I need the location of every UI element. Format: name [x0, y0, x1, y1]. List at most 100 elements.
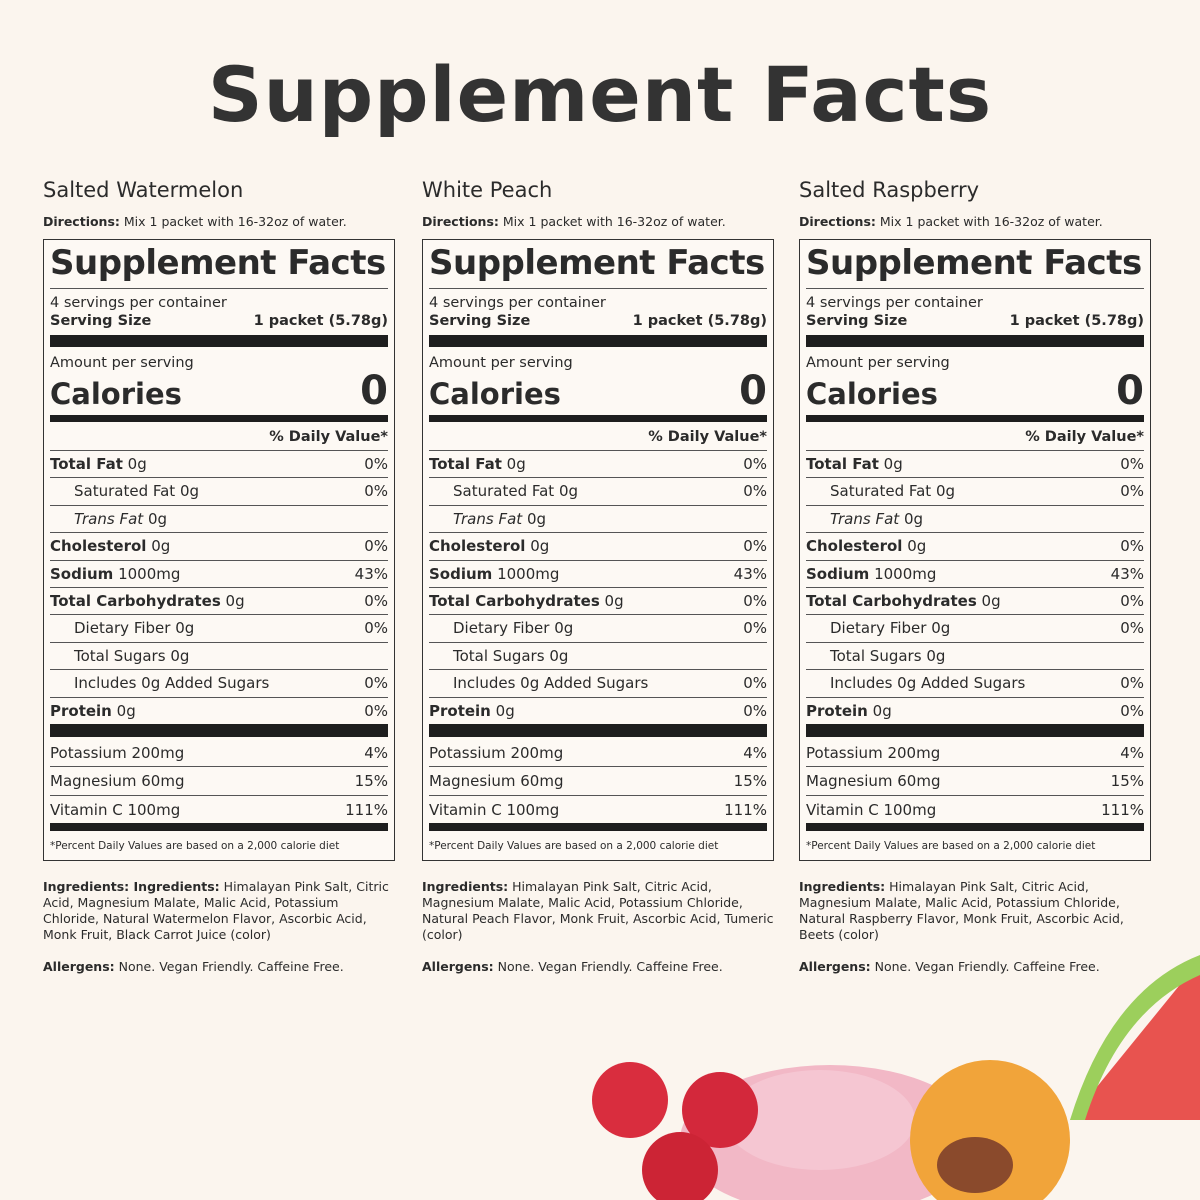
panel: White Peach Directions: Mix 1 packet with…: [422, 175, 774, 974]
allergens-label: Allergens:: [799, 959, 871, 974]
facts-box: Supplement Facts 4 servings per container…: [422, 239, 774, 861]
nutrient: Includes 0g Added Sugars: [50, 670, 269, 696]
allergens: Allergens: None. Vegan Friendly. Caffein…: [799, 959, 1151, 974]
nutrient-amount: 0g: [554, 619, 574, 638]
servings-text: 4 servings per container: [806, 295, 983, 311]
directions: Directions: Mix 1 packet with 16-32oz of…: [43, 205, 395, 239]
nutrient-row: Cholesterol 0g 0%: [806, 533, 1144, 561]
ingredients-label: Ingredients:: [799, 879, 886, 894]
thick-rule: [50, 723, 388, 737]
allergens: Allergens: None. Vegan Friendly. Caffein…: [422, 959, 774, 974]
daily-value: 4%: [1120, 743, 1144, 762]
serving-size-value: 1 packet (5.78g): [253, 313, 388, 329]
nutrient-amount: 0g: [116, 701, 136, 720]
daily-value: 15%: [1110, 772, 1144, 791]
allergens-text: None. Vegan Friendly. Caffeine Free.: [874, 959, 1100, 974]
nutrient-amount: 0g: [506, 455, 526, 473]
allergens-label: Allergens:: [422, 959, 494, 974]
nutrient-row: Dietary Fiber 0g 0%: [429, 615, 767, 643]
directions-label: Directions:: [43, 214, 120, 229]
mineral-row: Magnesium 60mg 15%: [429, 767, 767, 796]
mineral-row: Potassium 200mg 4%: [429, 739, 767, 768]
servings: 4 servings per container: [50, 295, 388, 311]
mineral-row: Vitamin C 100mg 111%: [806, 796, 1144, 824]
calories-label: Calories: [806, 377, 938, 411]
nutrient-amount: 0g: [175, 619, 195, 638]
nutrient-row: Total Carbohydrates 0g 0%: [806, 588, 1144, 616]
nutrient-name: Total Sugars: [74, 646, 166, 665]
daily-value: 0%: [743, 674, 767, 693]
thick-rule: [429, 823, 767, 832]
daily-value: 0%: [743, 591, 767, 610]
nutrient: Dietary Fiber 0g: [806, 615, 950, 641]
nutrient: Saturated Fat 0g: [50, 478, 199, 504]
nutrient: Trans Fat 0g: [806, 506, 923, 532]
nutrient: Total Fat 0g: [50, 451, 147, 477]
raspberry: [592, 1062, 668, 1138]
mineral-name: Potassium 200mg: [806, 743, 941, 762]
facts-title: Supplement Facts: [806, 240, 1144, 289]
nutrient-amount: 0g: [907, 537, 927, 556]
mineral-name: Potassium 200mg: [429, 743, 564, 762]
nutrient: Includes 0g Added Sugars: [429, 670, 648, 696]
daily-value: 0%: [364, 537, 388, 556]
daily-value: 0%: [743, 537, 767, 556]
directions: Directions: Mix 1 packet with 16-32oz of…: [422, 205, 774, 239]
facts-box: Supplement Facts 4 servings per container…: [799, 239, 1151, 861]
directions-label: Directions:: [799, 214, 876, 229]
nutrient-amount: 0g: [604, 591, 624, 610]
daily-value: 0%: [1120, 619, 1144, 638]
nutrient-name: Total Carbohydrates: [50, 591, 221, 610]
daily-value: 0%: [1120, 482, 1144, 501]
panel: Salted Raspberry Directions: Mix 1 packet…: [799, 175, 1151, 974]
nutrient-amount: 0g: [883, 455, 903, 473]
serving-size: Serving Size 1 packet (5.78g): [429, 313, 767, 329]
nutrient-row: Includes 0g Added Sugars 0%: [806, 670, 1144, 698]
raspberry: [682, 1072, 758, 1148]
nutrient: Trans Fat 0g: [50, 506, 167, 532]
thick-rule: [806, 415, 1144, 422]
nutrient: Total Sugars 0g: [50, 643, 189, 669]
nutrient-amount: 0g: [981, 591, 1001, 610]
nutrient-name: Sodium: [50, 564, 114, 583]
daily-value: 111%: [724, 800, 767, 819]
nutrient: Dietary Fiber 0g: [429, 615, 573, 641]
nutrient: Total Fat 0g: [429, 451, 526, 477]
nutrient-row: Total Fat 0g 0%: [806, 451, 1144, 479]
peach-pit: [937, 1137, 1013, 1193]
calories-row: Calories 0: [806, 371, 1144, 411]
mineral-row: Vitamin C 100mg 111%: [50, 796, 388, 824]
nutrient-name: Dietary Fiber: [453, 619, 550, 638]
ingredients-text: Himalayan Pink Salt, Citric Acid, Magnes…: [422, 879, 774, 942]
calories-row: Calories 0: [429, 371, 767, 411]
thick-rule: [50, 415, 388, 422]
directions-text: Mix 1 packet with 16-32oz of water.: [123, 214, 347, 229]
nutrient: Cholesterol 0g: [806, 533, 926, 559]
daily-value: 0%: [1120, 455, 1144, 473]
calories-value: 0: [1116, 368, 1144, 414]
nutrient-row: Total Sugars 0g: [806, 643, 1144, 671]
nutrient-name: Total Fat: [806, 455, 879, 473]
nutrient-name: Saturated Fat: [830, 482, 932, 501]
nutrient-name: Protein: [429, 701, 491, 720]
facts-title: Supplement Facts: [429, 240, 767, 289]
daily-value: 0%: [1120, 537, 1144, 556]
mineral-row: Vitamin C 100mg 111%: [429, 796, 767, 824]
allergens-text: None. Vegan Friendly. Caffeine Free.: [118, 959, 344, 974]
nutrient-row: Dietary Fiber 0g 0%: [50, 615, 388, 643]
servings: 4 servings per container: [806, 295, 1144, 311]
mineral-row: Magnesium 60mg 15%: [50, 767, 388, 796]
directions-text: Mix 1 packet with 16-32oz of water.: [502, 214, 726, 229]
directions-text: Mix 1 packet with 16-32oz of water.: [879, 214, 1103, 229]
servings-text: 4 servings per container: [429, 295, 606, 311]
daily-value: 0%: [1120, 701, 1144, 720]
mineral-name: Vitamin C 100mg: [806, 800, 937, 819]
servings: 4 servings per container: [429, 295, 767, 311]
facts-box: Supplement Facts 4 servings per container…: [43, 239, 395, 861]
mineral-name: Vitamin C 100mg: [429, 800, 560, 819]
calories-value: 0: [739, 368, 767, 414]
nutrient-amount: 1000mg: [497, 564, 560, 583]
nutrient-amount: 0g: [935, 482, 956, 501]
page-title: Supplement Facts: [207, 50, 993, 139]
